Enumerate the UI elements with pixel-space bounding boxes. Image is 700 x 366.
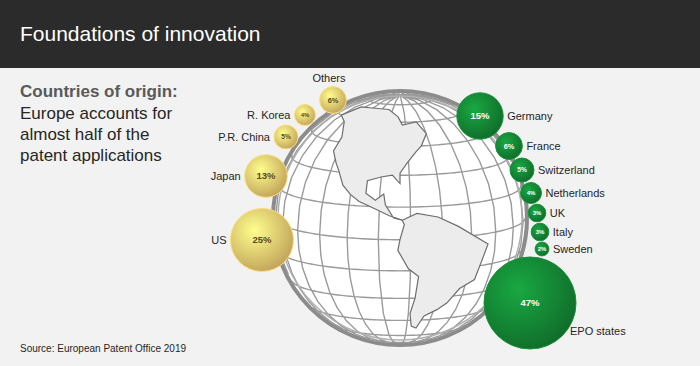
value-label: 6% (504, 142, 515, 151)
bubble (245, 155, 288, 198)
source: Source: European Patent Office 2019 (20, 343, 186, 354)
bubble (484, 257, 576, 349)
bubble (231, 209, 294, 272)
value-label: 4% (301, 112, 310, 118)
category-label: France (526, 140, 560, 152)
category-label: Switzerland (538, 164, 595, 176)
category-label: R. Korea (247, 109, 291, 121)
annotation: Europe accounts for almost half of the pat… (20, 104, 172, 165)
bubble (457, 93, 503, 139)
value-label: 2% (538, 246, 547, 252)
labels: 6% 4% 5% 13% 25% 15% 6% 5% 4% 3% 3% 2% 47% Others R. K… (211, 72, 626, 337)
category-label: UK (550, 207, 566, 219)
value-label: 5% (517, 166, 527, 173)
category-label: US (211, 234, 226, 246)
category-label: Germany (507, 110, 553, 122)
bubble (528, 204, 546, 222)
category-label: Japan (211, 170, 241, 182)
bubbles (231, 87, 576, 349)
bubble (274, 125, 298, 149)
value-label: 13% (256, 170, 276, 181)
value-label: 4% (527, 190, 536, 196)
category-label: EPO states (570, 325, 626, 337)
bubble (295, 105, 316, 126)
background (0, 0, 700, 366)
header-band (0, 0, 700, 68)
annotation-line: almost half of the (20, 125, 149, 144)
category-label: Netherlands (545, 187, 605, 199)
subtitle: Countries of origin: (20, 82, 178, 101)
annotation-line: Europe accounts for (20, 104, 172, 123)
value-label: 3% (533, 210, 542, 216)
bubble (510, 158, 534, 182)
bubble (531, 223, 549, 241)
category-label: P.R. China (218, 131, 271, 143)
globe-land (333, 107, 426, 220)
value-label: 3% (536, 229, 545, 235)
chart: Foundations of innovation Countries of or… (0, 0, 700, 366)
bubble (496, 133, 523, 160)
value-label: 5% (281, 133, 291, 140)
category-label: Italy (553, 226, 574, 238)
bubble (521, 183, 542, 204)
bubble (320, 87, 347, 114)
annotation-line: patent applications (20, 146, 162, 165)
title: Foundations of innovation (20, 22, 261, 45)
globe-land (398, 213, 488, 328)
category-label: Others (312, 72, 346, 84)
value-label: 15% (470, 110, 490, 121)
value-label: 6% (328, 96, 339, 105)
bubble (535, 242, 549, 256)
category-label: Sweden (553, 243, 593, 255)
value-label: 25% (252, 234, 272, 245)
value-label: 47% (520, 297, 540, 308)
